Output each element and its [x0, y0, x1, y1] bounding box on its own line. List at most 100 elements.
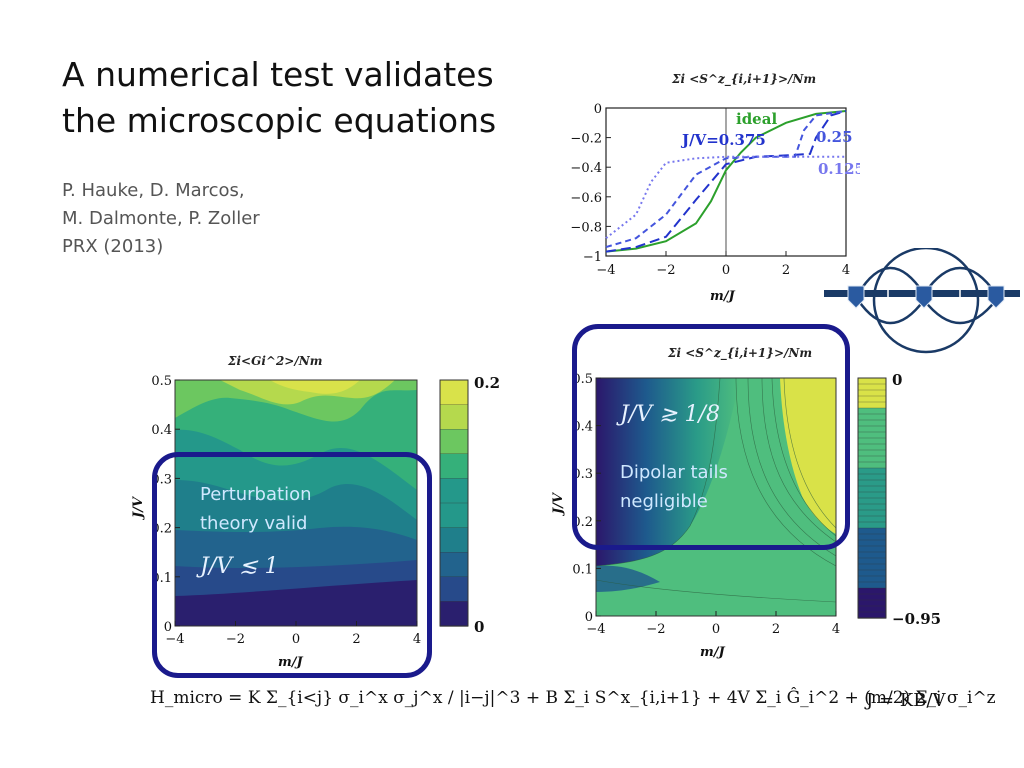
- heatmap-left-colorbar: [439, 379, 469, 627]
- heatmap-right-colorbar-band: [857, 581, 887, 589]
- heatmap-right-colorbar-band: [857, 593, 887, 601]
- heatmap-left-x-tick-label: −4: [165, 632, 184, 647]
- heatmap-left-colorbar-band: [439, 453, 469, 480]
- annotation-ideal: ideal: [736, 110, 777, 128]
- line-plot-y-tick-label: 0: [594, 102, 602, 117]
- heatmap-right-colorbar-band: [857, 515, 887, 523]
- heatmap-right-x-ticks: −4 −2 0 2 4: [586, 611, 840, 637]
- heatmap-left-colorbar-band: [439, 502, 469, 529]
- heatmap-left-colorbar-band: [439, 601, 469, 627]
- colorbar-right-max: 0: [892, 371, 902, 389]
- heatmap-left-x-tick-label: 2: [352, 632, 360, 647]
- heatmap-right-colorbar-band: [857, 539, 887, 547]
- heatmap-right-colorbar-band: [857, 491, 887, 499]
- heatmap-left-colorbar-frame: [439, 379, 469, 627]
- line-plot-y-tick-label: −0.4: [570, 161, 602, 176]
- heatmap-right-colorbar-band: [857, 479, 887, 487]
- lattice-ring-icon: [824, 248, 1020, 354]
- heatmap-left-title: Σi<Gi^2>/Nm: [228, 354, 323, 368]
- coupling-definition: J = KB/V: [866, 690, 946, 711]
- heatmap-right-colorbar-band: [857, 401, 887, 409]
- heatmap-left-colorbar-band: [439, 404, 469, 430]
- callout-dipolar-math: J/V ≳ 1/8: [620, 402, 720, 427]
- heatmap-right-colorbar-band: [857, 551, 887, 559]
- colorbar-right-min: −0.95: [892, 610, 941, 628]
- line-plot-x-tick-label: 4: [842, 263, 850, 278]
- heatmap-right-colorbar-band: [857, 377, 887, 385]
- heatmap-right-y-tick-label: 0.4: [572, 420, 593, 435]
- line-plot-x-tick-label: −2: [656, 263, 675, 278]
- callout-dipolar-text: Dipolar tails negligible: [620, 462, 728, 512]
- heatmap-right-colorbar-band: [857, 563, 887, 571]
- heatmap-left-colorbar-band: [439, 552, 469, 578]
- heatmap-left-colorbar-band: [439, 478, 469, 504]
- line-plot-x-label: m/J: [710, 289, 736, 304]
- heatmap-right-colorbar-band: [857, 425, 887, 433]
- heatmap-right-y-label: J/V: [551, 491, 566, 517]
- heatmap-right: 00.10.20.30.40.5 −4 −2 0 2 4 m/J J/V 0 −0.95: [551, 371, 941, 660]
- heatmap-right-colorbar-band: [857, 431, 887, 439]
- line-plot-title: Σi <S^z_{i,i+1}>/Nm: [672, 72, 817, 86]
- heatmap-right-colorbar-band: [857, 467, 887, 475]
- author-citation: P. Hauke, D. Marcos, M. Dalmonte, P. Zol…: [62, 180, 260, 257]
- line-plot: 0 −0.2 −0.4 −0.6 −0.8 −1 −4 −2 0 2 4 ideal J/V=0.…: [570, 102, 860, 304]
- colorbar-left-min: 0: [474, 618, 484, 636]
- line-plot-y-tick-label: −0.2: [570, 132, 602, 147]
- heatmap-right-colorbar-band: [857, 599, 887, 607]
- line-plot-y-tick-label: −0.8: [570, 220, 602, 235]
- heatmap-left-x-label: m/J: [278, 655, 304, 670]
- heatmap-left-x-tick-label: 0: [292, 632, 300, 647]
- heatmap-right-colorbar-band: [857, 437, 887, 445]
- heatmap-right-colorbar-band: [857, 449, 887, 457]
- heatmap-right-colorbar-band: [857, 497, 887, 505]
- heatmap-right-colorbar: [857, 377, 887, 619]
- heatmap-right-x-label: m/J: [700, 645, 726, 660]
- heatmap-left-colorbar-band: [439, 379, 469, 406]
- heatmap-right-x-tick-label: 0: [712, 622, 720, 637]
- heatmap-left-colorbar-band: [439, 429, 469, 455]
- callout-perturbation-math: J/V ≲ 1: [200, 554, 279, 579]
- callout-perturbation-text: Perturbation theory valid: [200, 484, 312, 534]
- heatmap-left-x-tick-label: −2: [226, 632, 245, 647]
- heatmap-right-y-tick-label: 0.1: [572, 562, 593, 577]
- annotation-025: 0.25: [816, 128, 853, 146]
- heatmap-right-x-tick-label: −4: [586, 622, 605, 637]
- heatmap-right-colorbar-band: [857, 569, 887, 577]
- heatmap-right-y-tick-label: 0: [585, 610, 593, 625]
- heatmap-left-x-ticks: −4 −2 0 2 4: [165, 621, 421, 647]
- heatmap-right-colorbar-band: [857, 395, 887, 403]
- heatmap-right-colorbar-band: [857, 419, 887, 427]
- heatmap-right-colorbar-frame: [857, 377, 887, 619]
- heatmap-right-colorbar-band: [857, 557, 887, 565]
- heatmap-right-colorbar-band: [857, 443, 887, 451]
- line-plot-y-ticks: 0 −0.2 −0.4 −0.6 −0.8 −1: [570, 102, 611, 265]
- heatmap-right-colorbar-band: [857, 461, 887, 469]
- heatmap-left-colorbar-band: [439, 527, 469, 553]
- line-plot-series: [605, 110, 847, 253]
- heatmap-right-x-tick-label: −2: [646, 622, 665, 637]
- heatmap-right-colorbar-band: [857, 509, 887, 517]
- heatmap-right-colorbar-band: [857, 503, 887, 511]
- line-plot-x-tick-label: −4: [596, 263, 615, 278]
- annotation-jv-0375: J/V=0.375: [680, 131, 766, 149]
- heatmap-left-y-tick-label: 0.5: [151, 374, 172, 389]
- heatmap-right-colorbar-band: [857, 407, 887, 415]
- heatmap-right-colorbar-band: [857, 383, 887, 391]
- line-series: [605, 155, 846, 239]
- line-plot-x-tick-label: 0: [722, 263, 730, 278]
- heatmap-right-colorbar-band: [857, 455, 887, 463]
- heatmap-right-colorbar-band: [857, 527, 887, 535]
- line-plot-y-tick-label: −0.6: [570, 191, 602, 206]
- line-plot-x-tick-label: 2: [782, 263, 790, 278]
- heatmap-right-colorbar-band: [857, 545, 887, 553]
- line-plot-y-tick-label: −1: [583, 250, 602, 265]
- hamiltonian-equation: H_micro = K Σ_{i<j} σ_i^x σ_j^x / |i−j|^…: [150, 688, 996, 708]
- heatmap-right-colorbar-band: [857, 413, 887, 421]
- heatmap-right-colorbar-band: [857, 605, 887, 613]
- heatmap-right-colorbar-band: [857, 521, 887, 529]
- heatmap-left-colorbar-band: [439, 576, 469, 603]
- slide-title: A numerical test validates the microscop…: [62, 55, 497, 140]
- heatmap-right-colorbar-band: [857, 575, 887, 583]
- line-plot-x-ticks: −4 −2 0 2 4: [596, 251, 850, 278]
